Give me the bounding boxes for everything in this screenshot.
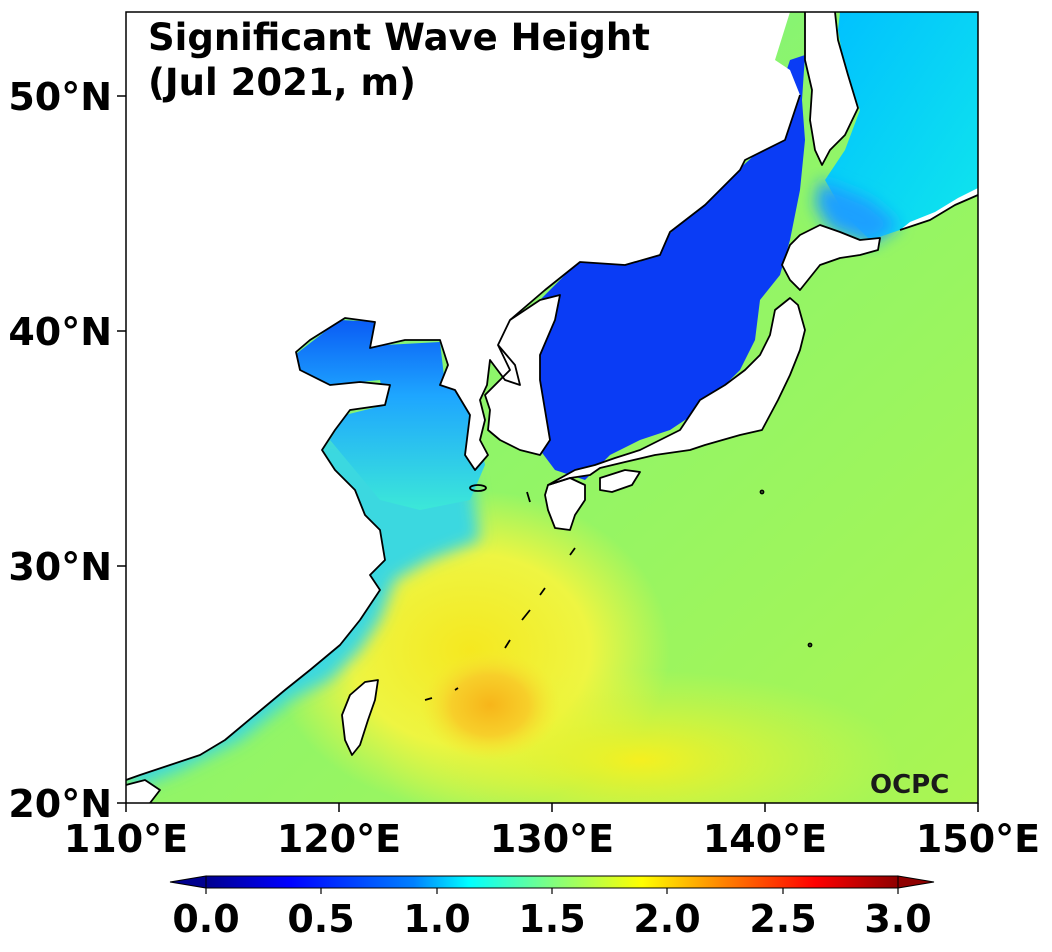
jeju-island xyxy=(469,484,487,492)
ryukyu-islands xyxy=(424,547,576,701)
lon-tick-labels: 110°E 120°E 130°E 140°E 150°E xyxy=(64,817,1040,861)
lat-tick-40: 40°N xyxy=(8,310,112,354)
sakhalin-coastline xyxy=(804,12,859,166)
colorbar-label-1: 0.5 xyxy=(287,897,354,941)
lat-tick-30: 30°N xyxy=(8,545,112,589)
colorbar-label-0: 0.0 xyxy=(172,897,239,941)
asia-mainland xyxy=(126,12,800,780)
taiwan-island xyxy=(342,680,378,755)
kuril-land xyxy=(900,188,978,230)
tsushima-island xyxy=(526,491,531,503)
lon-tick-110: 110°E xyxy=(64,817,188,861)
sea-of-japan-field xyxy=(510,55,805,480)
map-title-line-1: Significant Wave Height xyxy=(148,16,650,59)
lon-tick-140: 140°E xyxy=(703,817,827,861)
kyushu-coastline xyxy=(544,477,586,531)
taiwan-coastline xyxy=(341,679,379,756)
korea-coastline xyxy=(484,294,561,456)
colorbar-extend-low xyxy=(169,875,207,889)
honshu-coastline xyxy=(547,297,806,486)
okhotsk-field xyxy=(825,12,978,240)
colorbar-label-4: 2.0 xyxy=(633,897,700,941)
lat-tick-50: 50°N xyxy=(8,75,112,119)
ocpc-logo-text: OCPC xyxy=(870,770,949,800)
colorbar-label-3: 1.5 xyxy=(518,897,585,941)
lat-tick-labels: 20°N 30°N 40°N 50°N xyxy=(8,75,112,826)
kuril-coastline xyxy=(899,194,978,231)
colorbar: 0.0 0.5 1.0 1.5 2.0 2.5 3.0 xyxy=(169,875,935,941)
japan-hokkaido xyxy=(782,225,880,290)
colorbar-extend-high xyxy=(897,875,935,889)
japan-honshu-kyushu xyxy=(548,298,805,485)
hokkaido-coastline xyxy=(781,224,881,291)
japan-kyushu xyxy=(545,478,585,530)
shikoku-coastline xyxy=(599,469,641,493)
colorbar-label-6: 3.0 xyxy=(864,897,931,941)
colorbar-ticks xyxy=(205,888,899,894)
luzon-coastline xyxy=(126,779,161,803)
axis-ticks xyxy=(117,95,979,812)
china-coastline xyxy=(126,94,801,781)
ogasawara-island xyxy=(807,642,813,648)
ocpc-logo: OCPC xyxy=(870,770,949,800)
colorbar-tick-labels: 0.0 0.5 1.0 1.5 2.0 2.5 3.0 xyxy=(172,897,931,941)
lat-tick-20: 20°N xyxy=(8,782,112,826)
land-masks xyxy=(126,12,978,803)
colorbar-label-5: 2.5 xyxy=(749,897,816,941)
lon-tick-120: 120°E xyxy=(277,817,401,861)
yellow-sea-field xyxy=(296,320,485,510)
lon-tick-130: 130°E xyxy=(490,817,614,861)
izu-island xyxy=(759,489,765,495)
northwest-pacific-blue xyxy=(815,180,900,245)
colorbar-gradient xyxy=(205,875,899,889)
max-wave-patch xyxy=(420,650,560,760)
luzon-north xyxy=(126,780,160,803)
sakhalin-island xyxy=(805,12,858,165)
colorbar-label-2: 1.0 xyxy=(403,897,470,941)
lon-tick-150: 150°E xyxy=(916,817,1040,861)
map-title-line-2: (Jul 2021, m) xyxy=(148,61,416,104)
coastlines xyxy=(126,12,978,803)
